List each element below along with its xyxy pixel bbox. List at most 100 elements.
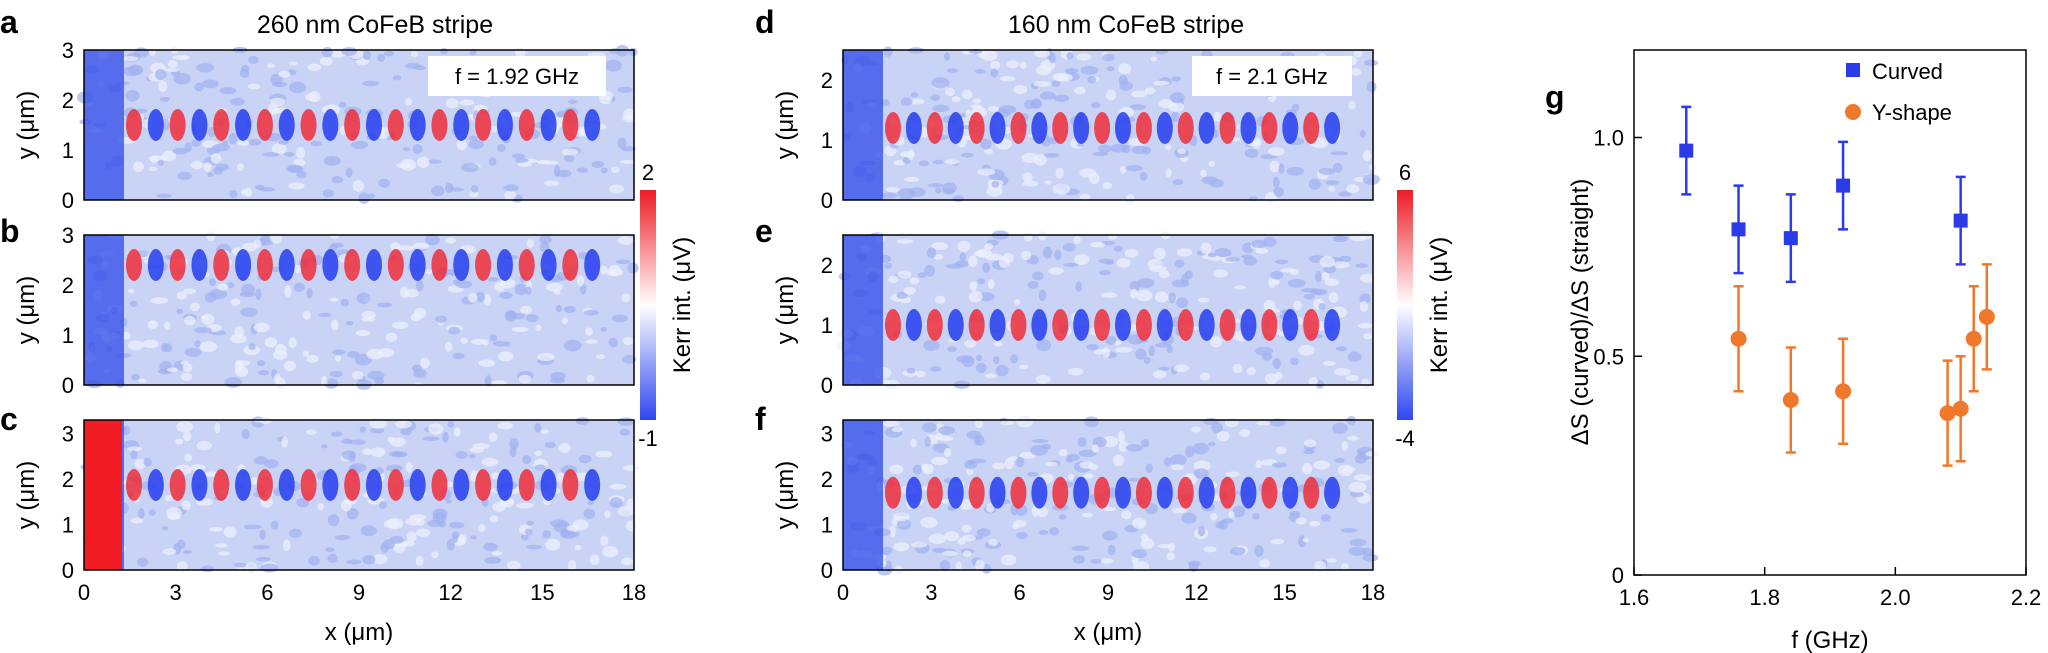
wave-crest [1177, 476, 1194, 509]
noise-speckle [911, 541, 928, 548]
noise-speckle [148, 155, 167, 162]
wave-crest [1052, 112, 1069, 144]
noise-speckle [1290, 357, 1299, 366]
noise-speckle [977, 277, 985, 285]
noise-speckle [293, 282, 305, 292]
wave-crest [1052, 476, 1069, 509]
wave-trough [147, 469, 164, 501]
noise-speckle [1102, 182, 1113, 189]
noise-speckle [1251, 239, 1268, 249]
noise-speckle [176, 561, 188, 572]
wave-crest [562, 249, 579, 281]
noise-speckle [355, 330, 371, 337]
noise-speckle [1082, 512, 1094, 518]
noise-speckle [362, 448, 373, 456]
noise-speckle [155, 68, 167, 81]
noise-speckle [1031, 505, 1040, 517]
wave-trough [1324, 476, 1341, 509]
noise-speckle [1051, 80, 1061, 87]
noise-speckle [491, 380, 507, 386]
legend-label-y-shape: Y-shape [1872, 100, 1952, 125]
noise-speckle [1147, 259, 1163, 270]
noise-speckle [362, 50, 372, 60]
noise-speckle [239, 68, 250, 78]
noise-speckle [199, 341, 218, 353]
noise-speckle [576, 167, 589, 173]
x-tick-label: 3 [925, 580, 937, 605]
wave-crest [518, 109, 535, 141]
noise-speckle [133, 47, 150, 58]
noise-speckle [621, 293, 631, 303]
noise-speckle [1110, 143, 1128, 153]
noise-speckle [127, 446, 143, 452]
wave-crest [387, 109, 404, 141]
noise-speckle [932, 159, 944, 165]
plot-frame [1633, 49, 2027, 576]
noise-speckle [564, 154, 575, 163]
noise-speckle [923, 340, 940, 351]
noise-speckle [1340, 563, 1349, 570]
noise-speckle [910, 92, 919, 98]
noise-speckle [924, 435, 931, 448]
noise-speckle [166, 367, 179, 373]
noise-speckle [484, 375, 492, 387]
legend-label-curved: Curved [1872, 59, 1943, 84]
noise-speckle [120, 56, 139, 62]
noise-speckle [270, 73, 283, 86]
wave-crest [926, 309, 943, 341]
noise-speckle [1074, 86, 1086, 95]
noise-speckle [1358, 323, 1373, 329]
noise-speckle [1208, 441, 1216, 447]
noise-speckle [468, 139, 484, 150]
noise-speckle [1173, 364, 1190, 373]
panel-letter-f: f [755, 401, 766, 437]
noise-speckle [561, 317, 568, 325]
y-axis-label: y (μm) [13, 461, 40, 529]
noise-speckle [1353, 50, 1363, 58]
wave-trough [989, 476, 1006, 509]
noise-speckle [1321, 514, 1331, 522]
noise-speckle [1021, 250, 1032, 261]
noise-speckle [924, 264, 935, 277]
noise-speckle [1191, 426, 1201, 433]
wave-trough [1156, 476, 1173, 509]
noise-speckle [237, 139, 250, 147]
noise-speckle [360, 525, 377, 537]
wave-crest [1303, 309, 1320, 341]
noise-speckle [1131, 145, 1149, 155]
noise-speckle [174, 438, 184, 445]
noise-speckle [1090, 241, 1105, 248]
noise-speckle [993, 340, 1003, 347]
noise-speckle [209, 526, 223, 532]
noise-speckle [969, 458, 987, 464]
noise-speckle [346, 320, 354, 326]
noise-speckle [960, 152, 974, 158]
wave-crest [169, 469, 186, 501]
noise-speckle [957, 537, 966, 545]
noise-speckle [928, 533, 947, 545]
noise-speckle [1177, 147, 1187, 155]
noise-speckle [1105, 89, 1117, 101]
noise-speckle [884, 262, 892, 269]
noise-speckle [200, 565, 215, 573]
noise-speckle [444, 341, 453, 352]
noise-speckle [1263, 236, 1277, 247]
x-tick-label: 1.8 [1749, 585, 1780, 610]
plot-frame [842, 234, 1374, 386]
noise-speckle [1154, 342, 1172, 348]
noise-speckle [1129, 104, 1146, 111]
noise-speckle [1158, 366, 1170, 371]
y-tick-label: 1 [821, 313, 833, 338]
y-tick-label: 3 [821, 422, 833, 447]
noise-speckle [1099, 270, 1111, 276]
noise-speckle [1013, 519, 1027, 528]
noise-speckle [560, 530, 577, 539]
edge-region [843, 50, 883, 200]
noise-speckle [288, 337, 297, 349]
wave-crest [300, 109, 317, 141]
noise-speckle [514, 157, 529, 163]
noise-speckle [1107, 544, 1116, 556]
frequency-label-box [428, 56, 606, 96]
noise-speckle [255, 557, 271, 562]
noise-speckle [137, 557, 149, 567]
